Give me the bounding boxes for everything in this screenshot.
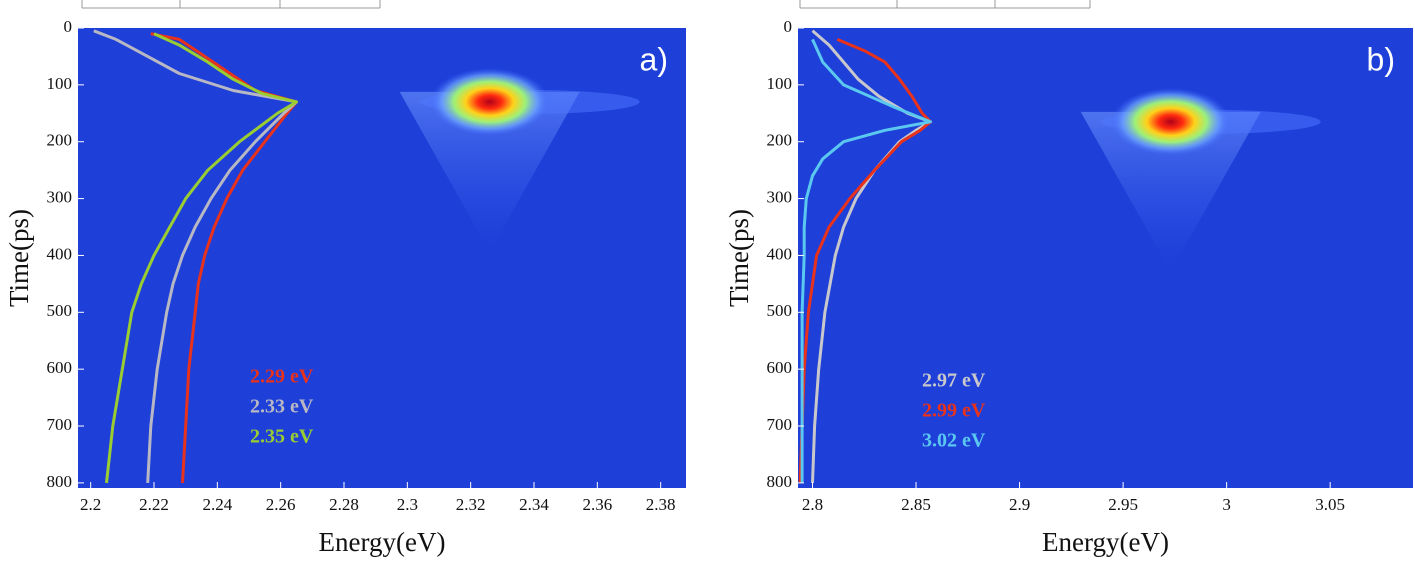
y-tick-label: 300 [47, 187, 73, 206]
panel-label: a) [640, 41, 668, 77]
plot-background [798, 28, 1413, 488]
emission-plume [399, 91, 580, 252]
x-tick-label: 3.05 [1315, 495, 1345, 514]
y-tick-label: 0 [784, 17, 793, 36]
trace-line [93, 29, 298, 483]
trace-line [800, 38, 932, 483]
y-axis-title: Time(ps) [4, 209, 34, 307]
y-tick-label: 800 [767, 472, 793, 491]
emission-peak [1110, 87, 1231, 156]
legend-label: 2.29 eV [250, 366, 314, 388]
panel-label: b) [1367, 41, 1395, 77]
legend-label: 2.97 eV [922, 370, 986, 392]
x-tick-label: 2.26 [266, 495, 296, 514]
ruler-a [81, 0, 381, 9]
y-tick-label: 200 [767, 131, 793, 150]
y-tick-label: 500 [47, 301, 73, 320]
x-tick-label: 2.32 [456, 495, 486, 514]
trace-line [105, 32, 298, 484]
legend-label: 2.99 eV [922, 400, 986, 422]
emission-peak [429, 67, 550, 136]
y-tick-label: 300 [767, 187, 793, 206]
x-tick-label: 2.22 [139, 495, 169, 514]
x-tick-label: 2.8 [802, 495, 823, 514]
x-axis-title: Energy(eV) [1042, 527, 1169, 557]
y-tick-label: 800 [47, 472, 73, 491]
ruler-b [799, 0, 1091, 9]
x-tick-label: 2.36 [582, 495, 612, 514]
x-tick-label: 2.24 [202, 495, 232, 514]
y-tick-label: 600 [47, 358, 73, 377]
y-tick-label: 600 [767, 358, 793, 377]
x-tick-label: 3 [1222, 495, 1231, 514]
y-tick-label: 700 [47, 415, 73, 434]
x-tick-label: 2.2 [80, 495, 101, 514]
y-tick-label: 400 [47, 244, 73, 263]
y-axis-title: Time(ps) [724, 209, 754, 307]
y-tick-label: 100 [767, 74, 793, 93]
trace-line [150, 32, 298, 483]
x-tick-label: 2.95 [1108, 495, 1138, 514]
trace-line [798, 38, 932, 483]
legend-label: 3.02 eV [922, 430, 986, 452]
y-tick-label: 0 [64, 17, 73, 36]
y-tick-label: 700 [767, 415, 793, 434]
y-tick-label: 400 [767, 244, 793, 263]
x-tick-label: 2.3 [397, 495, 418, 514]
y-tick-label: 500 [767, 301, 793, 320]
x-tick-label: 2.85 [901, 495, 931, 514]
x-tick-label: 2.38 [646, 495, 676, 514]
legend-label: 2.33 eV [250, 396, 314, 418]
y-tick-label: 100 [47, 74, 73, 93]
x-tick-label: 2.9 [1009, 495, 1030, 514]
emission-plume [1080, 111, 1261, 272]
y-tick-label: 200 [47, 131, 73, 150]
x-tick-label: 2.28 [329, 495, 359, 514]
legend-label: 2.35 eV [250, 426, 314, 448]
x-tick-label: 2.34 [519, 495, 549, 514]
x-axis-title: Energy(eV) [319, 527, 446, 557]
